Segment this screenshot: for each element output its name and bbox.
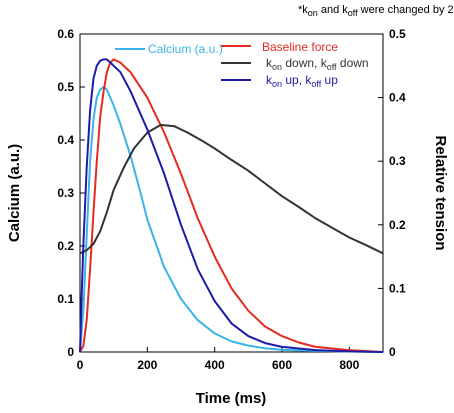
x-tick-label: 600 [272, 358, 292, 372]
series-line-0 [79, 86, 384, 353]
right-tick-label: 0.3 [389, 154, 406, 168]
x-tick-label: 400 [205, 358, 225, 372]
left-axis-ticks: 0 0.1 0.2 0.3 0.4 0.5 0.6 [57, 27, 85, 359]
right-tick-label: 0.1 [389, 281, 406, 295]
x-tick-label: 200 [137, 358, 157, 372]
right-tick-label: 0.4 [389, 91, 406, 105]
left-tick-label: 0.5 [57, 80, 74, 94]
right-axis-ticks: 0 0.1 0.2 0.3 0.4 0.5 [378, 27, 406, 359]
left-tick-label: 0.6 [57, 27, 74, 41]
series-line-3 [79, 58, 384, 353]
x-tick-label: 800 [339, 358, 359, 372]
right-tick-label: 0.5 [389, 27, 406, 41]
left-tick-label: 0.4 [57, 133, 74, 147]
x-axis-title: Time (ms) [196, 390, 267, 407]
left-axis-title: Calcium (a.u.) [6, 144, 23, 242]
series-line-1 [79, 58, 384, 353]
series-line-2 [79, 123, 384, 255]
right-axis-title: Relative tension [432, 135, 449, 250]
legend-label-2: kon down, koff down [266, 56, 369, 72]
left-tick-label: 0.2 [57, 239, 74, 253]
left-tick-label: 0.1 [57, 292, 74, 306]
legend: Calcium (a.u.) Baseline force kon down, ko… [115, 40, 369, 89]
legend-label-1: Baseline force [262, 40, 338, 54]
note: *kon and koff were changed by 200 fold [298, 4, 454, 18]
legend-label-0: Calcium (a.u.) [148, 42, 223, 56]
left-tick-label: 0.3 [57, 186, 74, 200]
series-lines [79, 58, 384, 353]
right-tick-label: 0 [389, 345, 396, 359]
right-tick-label: 0.2 [389, 218, 406, 232]
legend-label-3: kon up, koff up [266, 73, 338, 89]
left-tick-label: 0 [67, 345, 74, 359]
x-tick-label: 0 [77, 358, 84, 372]
